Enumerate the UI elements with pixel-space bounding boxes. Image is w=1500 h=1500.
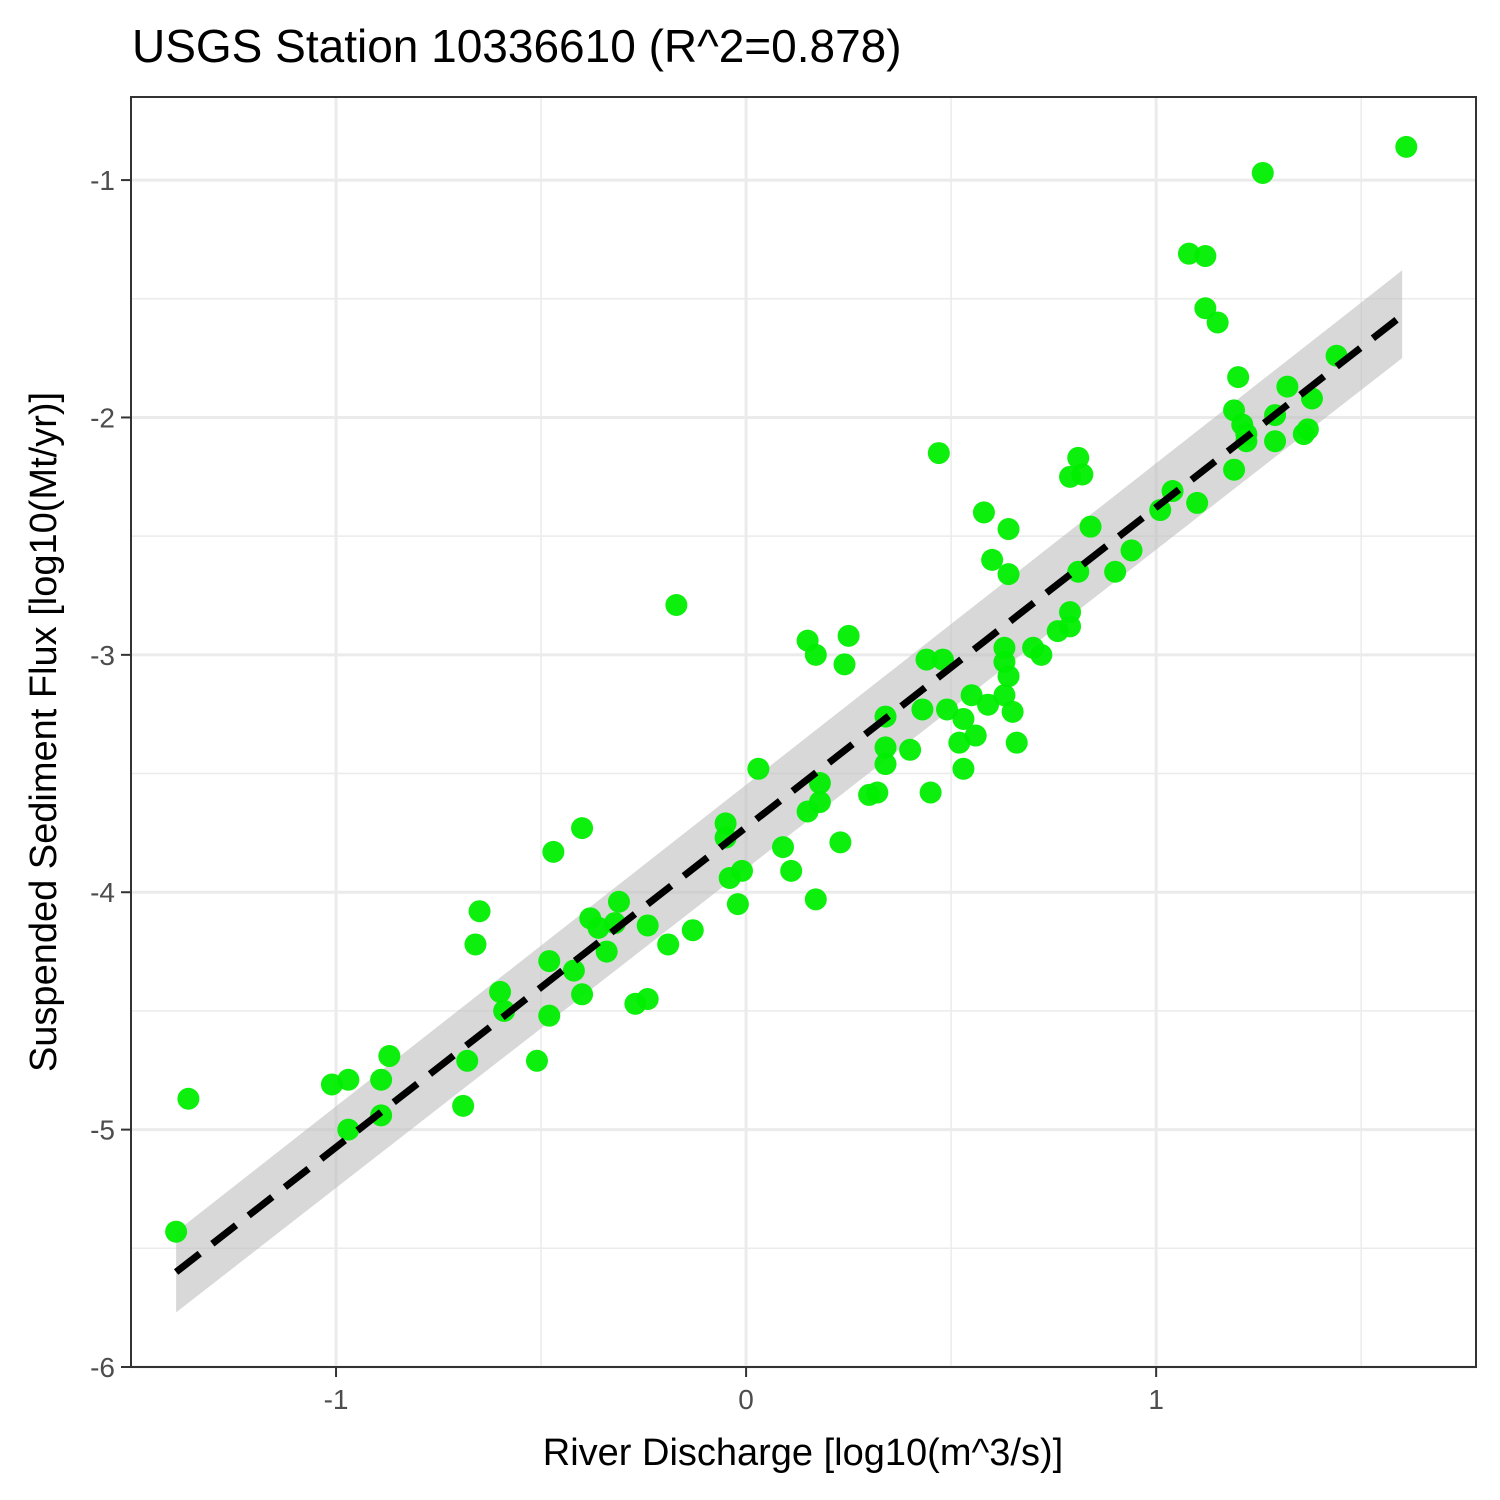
data-point — [874, 753, 897, 776]
x-tick-label: 1 — [1148, 1384, 1164, 1415]
data-point — [538, 1004, 561, 1027]
data-point — [665, 594, 688, 616]
data-point — [636, 988, 659, 1011]
data-point — [960, 684, 983, 707]
data-point — [636, 914, 659, 937]
data-point — [948, 731, 971, 754]
data-point — [571, 983, 594, 1006]
data-point — [919, 781, 942, 804]
data-point — [165, 1220, 188, 1243]
data-point — [337, 1118, 360, 1141]
data-point — [562, 959, 585, 982]
fit-line-layer — [173, 312, 1405, 1275]
data-point — [771, 836, 794, 859]
data-point — [1177, 242, 1200, 265]
data-point — [730, 859, 753, 882]
data-point — [1194, 245, 1217, 268]
data-point — [1030, 643, 1053, 666]
data-point — [337, 1068, 360, 1091]
data-point — [1120, 539, 1143, 562]
data-point — [464, 933, 487, 956]
data-point — [726, 893, 749, 916]
data-point — [370, 1068, 393, 1091]
data-point — [833, 653, 856, 676]
plot-border — [130, 96, 1477, 1368]
data-point — [866, 781, 889, 804]
data-point — [804, 643, 827, 666]
y-axis-title: Suspended Sediment Flux [log10(Mt/yr)] — [23, 392, 65, 1072]
data-point — [456, 1049, 479, 1072]
data-point — [681, 919, 704, 942]
y-tick-label: -3 — [90, 640, 115, 671]
data-points — [165, 135, 1418, 1243]
data-point — [952, 757, 975, 780]
y-tick-label: -4 — [90, 877, 115, 908]
data-point — [177, 1087, 200, 1110]
x-axis-title: River Discharge [log10(m^3/s)] — [543, 1432, 1063, 1474]
data-point — [1071, 463, 1094, 486]
x-tick-label: 0 — [738, 1384, 754, 1415]
data-point — [1186, 491, 1209, 514]
data-point — [1067, 446, 1090, 469]
data-point — [780, 859, 803, 882]
data-point — [468, 900, 491, 923]
data-point — [1059, 615, 1082, 638]
axis-ticks: -1 0 1 -6 -5 -4 -3 -2 -1 — [90, 165, 1164, 1415]
data-point — [981, 548, 1004, 571]
data-point — [1395, 135, 1418, 158]
data-point — [808, 791, 831, 814]
data-point — [874, 736, 897, 759]
y-tick-label: -1 — [90, 165, 115, 196]
data-point — [1223, 458, 1246, 481]
data-point — [595, 940, 618, 963]
data-point — [1227, 366, 1250, 389]
data-point — [1005, 731, 1028, 754]
data-point — [952, 707, 975, 730]
data-point — [378, 1045, 401, 1068]
data-point — [899, 738, 922, 761]
data-point — [837, 624, 860, 647]
data-point — [1067, 560, 1090, 583]
data-point — [1206, 311, 1229, 334]
data-point — [997, 563, 1020, 586]
data-point — [804, 888, 827, 911]
chart-title: USGS Station 10336610 (R^2=0.878) — [132, 20, 902, 72]
y-tick-label: -2 — [90, 402, 115, 433]
data-point — [1264, 430, 1287, 453]
data-point — [993, 684, 1016, 707]
y-tick-label: -6 — [90, 1352, 115, 1383]
data-point — [747, 757, 770, 780]
x-tick-label: -1 — [324, 1384, 349, 1415]
data-point — [993, 636, 1016, 659]
data-point — [1104, 560, 1127, 583]
data-point — [538, 950, 561, 973]
data-point — [972, 501, 995, 524]
data-point — [493, 999, 516, 1022]
data-point — [542, 840, 565, 863]
data-point — [977, 693, 1000, 716]
fit-line — [173, 312, 1405, 1275]
data-point — [1001, 700, 1024, 723]
data-point — [607, 890, 630, 913]
data-point — [997, 665, 1020, 688]
data-point — [927, 442, 950, 465]
data-point — [525, 1049, 548, 1072]
data-point — [489, 980, 512, 1003]
data-point — [571, 817, 594, 840]
y-tick-label: -5 — [90, 1115, 115, 1146]
data-point — [452, 1094, 475, 1117]
data-point — [964, 724, 987, 747]
data-point — [1296, 418, 1319, 441]
data-point — [1079, 515, 1102, 538]
data-point — [936, 698, 959, 721]
data-point — [1194, 297, 1217, 320]
data-point — [1251, 161, 1274, 184]
data-point — [829, 831, 852, 854]
data-point — [915, 648, 938, 671]
data-point — [997, 518, 1020, 541]
data-point — [1276, 375, 1299, 398]
data-point — [911, 698, 934, 721]
data-point — [657, 933, 680, 956]
